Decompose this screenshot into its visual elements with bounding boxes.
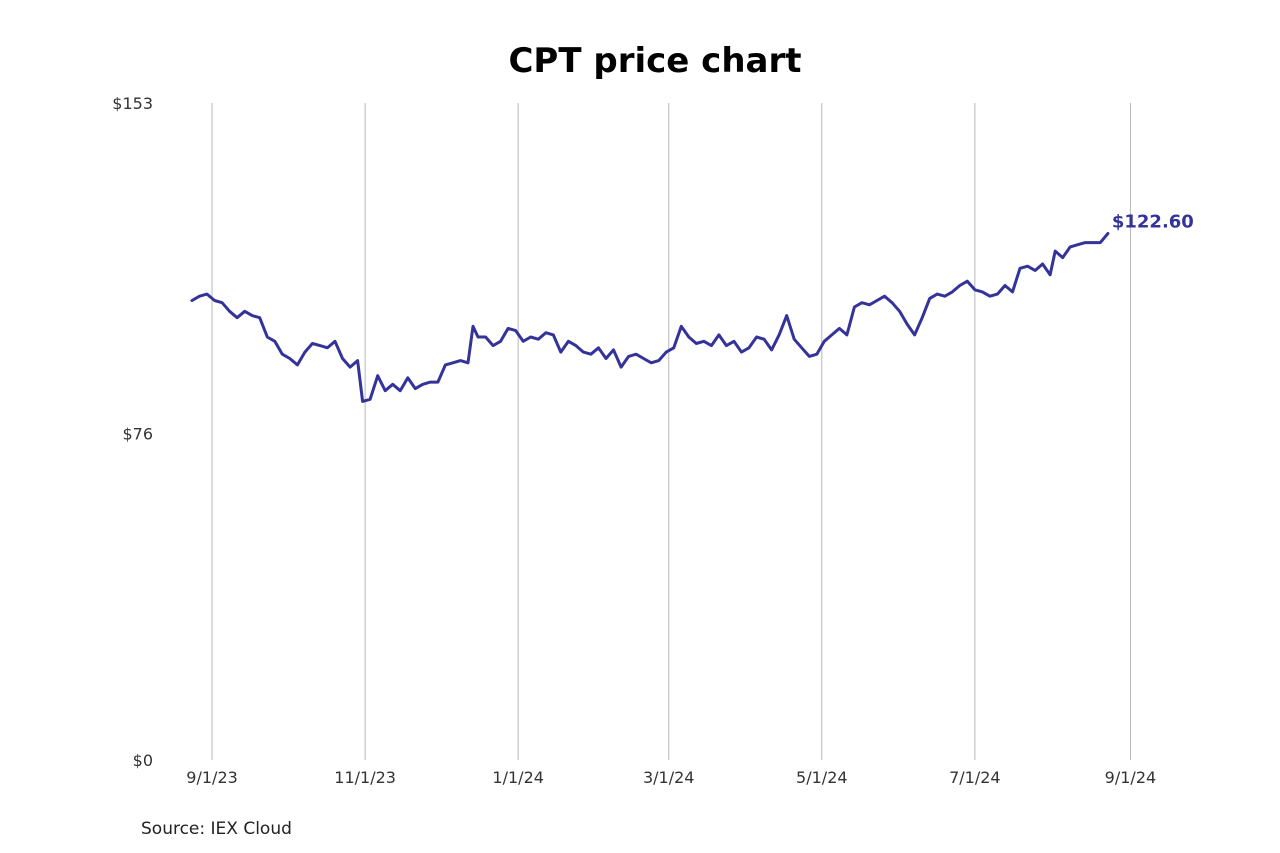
x-tick-label: 5/1/24 xyxy=(796,768,848,787)
y-tick-label: $76 xyxy=(122,425,153,444)
last-price-label: $122.60 xyxy=(1112,212,1194,233)
x-tick-label: 11/1/23 xyxy=(334,768,396,787)
x-tick-label: 9/1/24 xyxy=(1105,768,1157,787)
x-axis-tick-labels: 9/1/23 11/1/23 1/1/24 3/1/24 5/1/24 7/1/24 9/1… xyxy=(186,768,1156,787)
y-axis-tick-labels: $0 $76 $153 xyxy=(112,94,153,770)
series-line xyxy=(190,232,1110,403)
x-tick-label: 7/1/24 xyxy=(949,768,1001,787)
x-tick-label: 1/1/24 xyxy=(492,768,544,787)
y-tick-label: $0 xyxy=(133,751,153,770)
vertical-gridlines xyxy=(211,103,1131,760)
price-series: $122.60 xyxy=(190,212,1194,403)
source-note: Source: IEX Cloud xyxy=(141,819,292,839)
x-tick-label: 3/1/24 xyxy=(643,768,695,787)
chart-title: CPT price chart xyxy=(508,41,801,81)
y-tick-label: $153 xyxy=(112,94,153,113)
x-tick-label: 9/1/23 xyxy=(186,768,238,787)
